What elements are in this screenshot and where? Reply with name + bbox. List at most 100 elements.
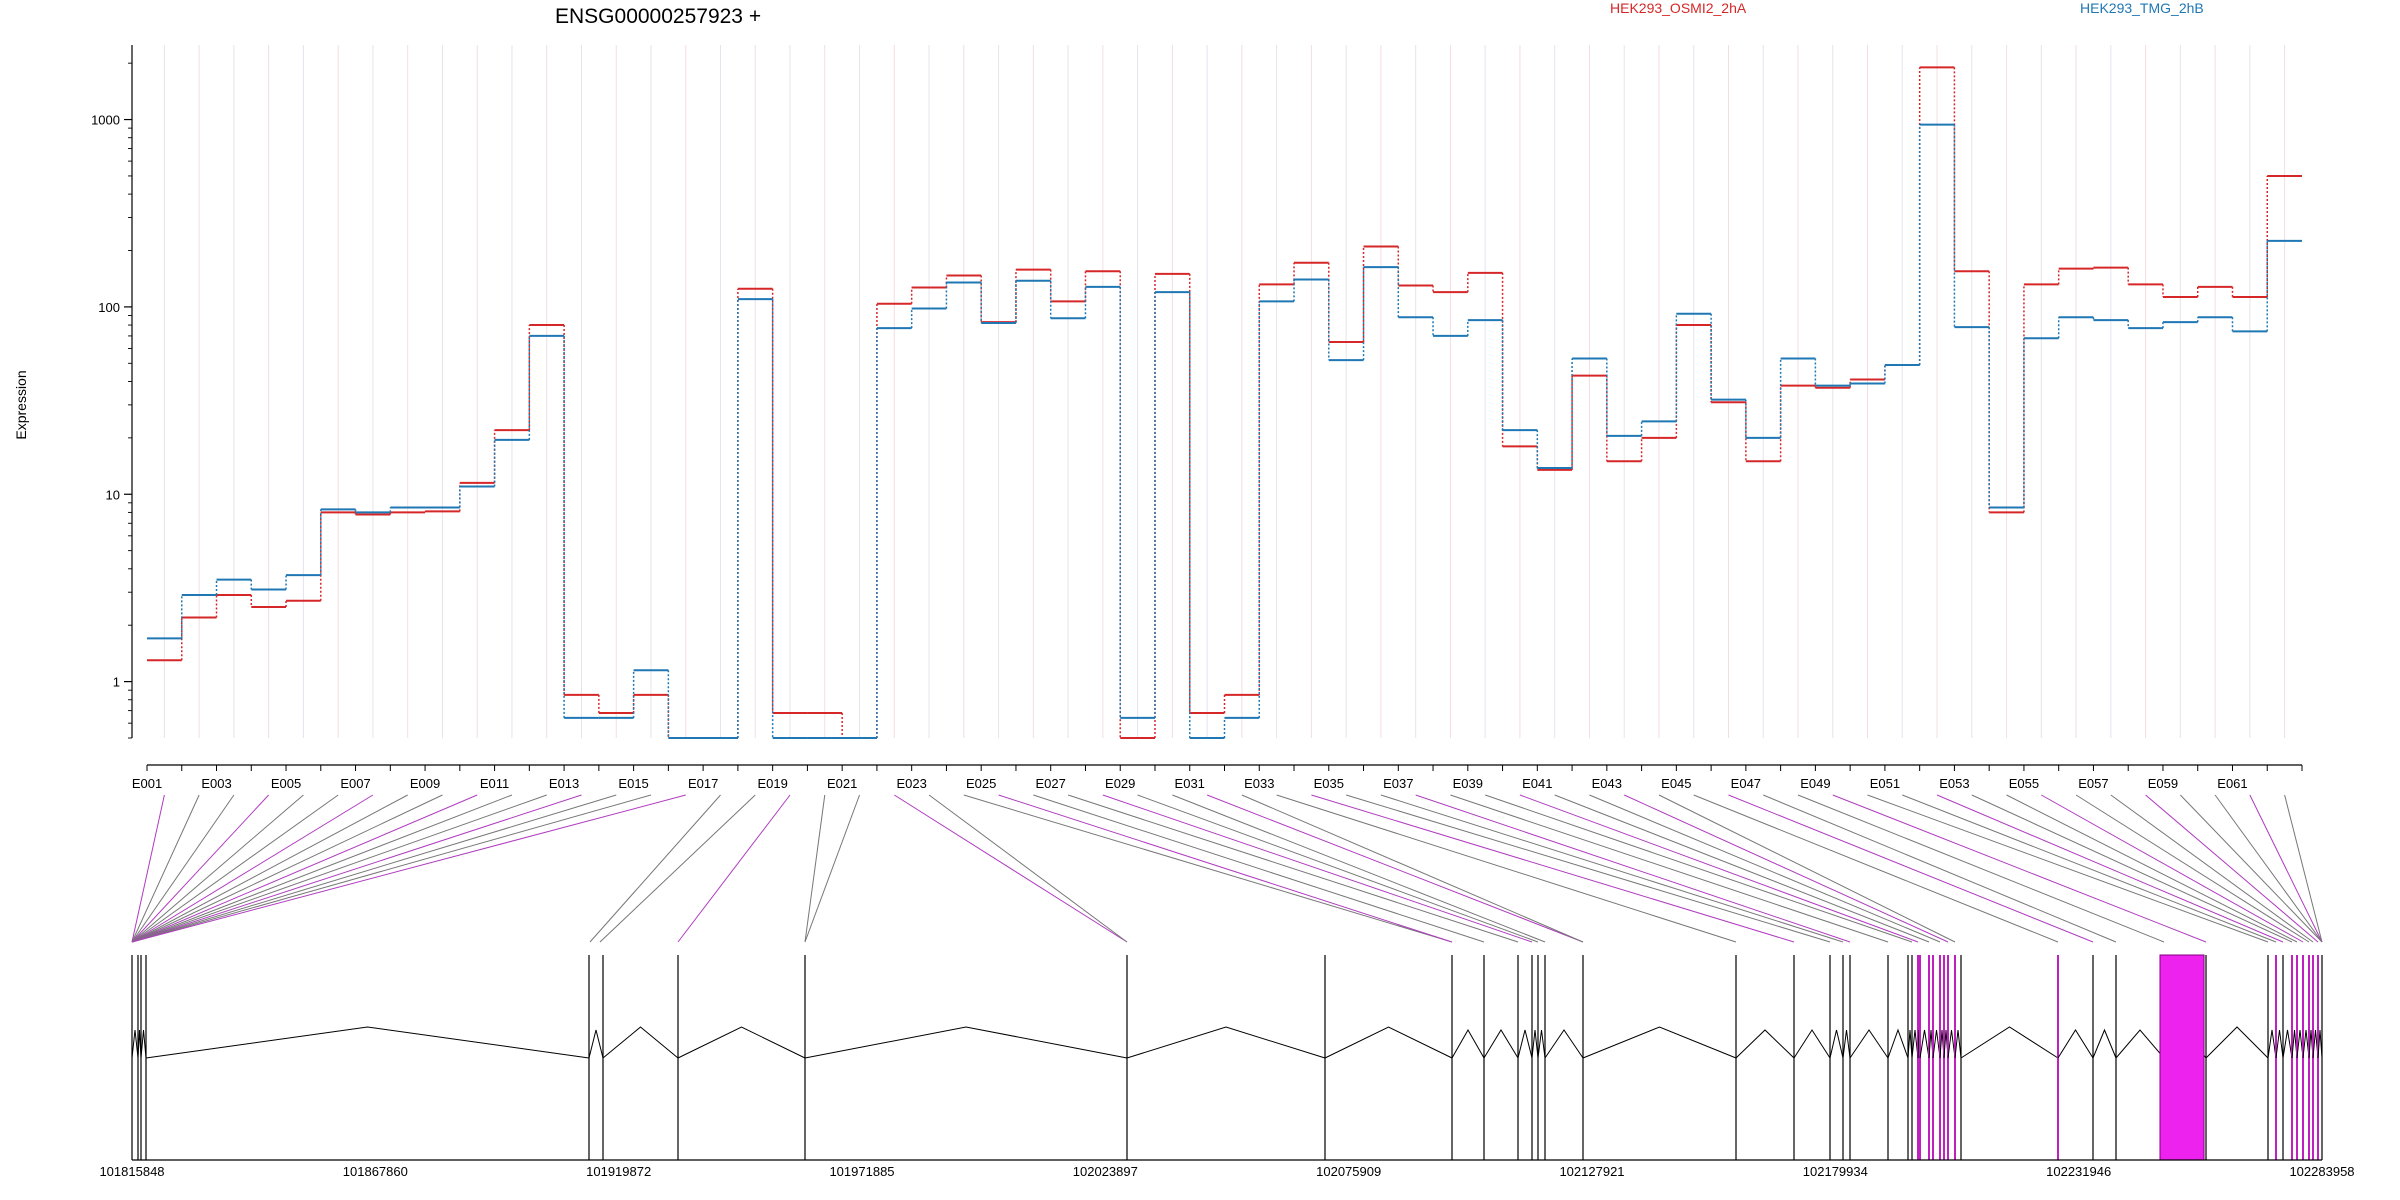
exon-connectors bbox=[131, 794, 2323, 943]
x-tick-label: E039 bbox=[1453, 776, 1483, 791]
exon-connector bbox=[2041, 794, 2304, 943]
intron-line bbox=[1531, 1029, 1539, 1059]
exon-connector bbox=[131, 794, 235, 943]
exon-connector bbox=[1137, 794, 1539, 943]
exon-connector bbox=[1311, 794, 1795, 943]
x-tick-label: E009 bbox=[410, 776, 440, 791]
exon-connector bbox=[131, 794, 617, 943]
x-tick-label: E029 bbox=[1105, 776, 1135, 791]
exon-connector bbox=[1241, 794, 1584, 943]
intron-line bbox=[1947, 1029, 1956, 1059]
intron-line bbox=[1954, 1029, 1962, 1059]
intron-line bbox=[1829, 1029, 1844, 1059]
x-tick-label: E007 bbox=[340, 776, 370, 791]
intron-line bbox=[1537, 1029, 1546, 1059]
intron-line bbox=[1582, 1026, 1737, 1059]
exon-connector bbox=[963, 794, 1453, 943]
y-axis-title: Expression bbox=[13, 370, 29, 439]
intron-line bbox=[2057, 1029, 2094, 1059]
x-tick-label: E005 bbox=[271, 776, 301, 791]
intron-line bbox=[1932, 1029, 1941, 1059]
exon-connector bbox=[1902, 794, 2277, 943]
x-tick-label: E035 bbox=[1314, 776, 1344, 791]
legend-series-1: HEK293_OSMI2_2hA bbox=[1610, 0, 1747, 16]
exon-connector bbox=[131, 794, 304, 943]
y-tick-label: 10 bbox=[106, 487, 120, 502]
x-tick-label: E045 bbox=[1661, 776, 1691, 791]
exon-connector bbox=[589, 794, 721, 943]
x-tick-label: E001 bbox=[132, 776, 162, 791]
exon-connector bbox=[1658, 794, 1956, 943]
intron-line bbox=[1126, 1026, 1326, 1059]
intron-line bbox=[1849, 1029, 1889, 1059]
x-tick-label: E047 bbox=[1731, 776, 1761, 791]
exon-connector bbox=[894, 794, 1128, 943]
coord-label: 101971885 bbox=[829, 1164, 894, 1179]
x-tick-label: E015 bbox=[618, 776, 648, 791]
intron-line bbox=[1907, 1029, 1913, 1059]
y-tick-label: 1 bbox=[113, 675, 120, 690]
intron-line bbox=[1960, 1026, 2059, 1059]
exon-connector bbox=[1033, 794, 1485, 943]
exon-connector bbox=[131, 794, 652, 943]
exon-connector bbox=[804, 794, 826, 943]
x-tick-label: E059 bbox=[2148, 776, 2178, 791]
x-axis: E001 E003 E005 E007 E009 E011 E013 E015 E017 E019… bbox=[132, 764, 2303, 791]
coord-label: 102179934 bbox=[1803, 1164, 1868, 1179]
intron-line bbox=[1324, 1026, 1453, 1059]
x-tick-label: E025 bbox=[966, 776, 996, 791]
coord-label: 102075909 bbox=[1316, 1164, 1381, 1179]
coord-label: 102023897 bbox=[1073, 1164, 1138, 1179]
intron-line bbox=[2267, 1029, 2277, 1059]
intron-line bbox=[588, 1029, 604, 1059]
coord-label: 102127921 bbox=[1559, 1164, 1624, 1179]
x-tick-label: E057 bbox=[2078, 776, 2108, 791]
exon-connector bbox=[131, 794, 374, 943]
vertical-grid bbox=[163, 45, 2286, 738]
exon-connector bbox=[131, 794, 339, 943]
exon-connector bbox=[1624, 794, 1949, 943]
exon-connector bbox=[131, 794, 200, 943]
intron-line bbox=[2282, 1029, 2293, 1059]
exon-connector bbox=[1172, 794, 1546, 943]
coord-label: 101867860 bbox=[343, 1164, 408, 1179]
exon-connector bbox=[2179, 794, 2323, 943]
x-tick-label: E031 bbox=[1175, 776, 1205, 791]
x-tick-label: E055 bbox=[2009, 776, 2039, 791]
intron-line bbox=[1842, 1029, 1851, 1059]
x-tick-label: E053 bbox=[1939, 776, 1969, 791]
exon-connector bbox=[131, 794, 165, 943]
exon-connector bbox=[1102, 794, 1533, 943]
x-tick-label: E013 bbox=[549, 776, 579, 791]
exon-connector bbox=[2110, 794, 2314, 943]
exon-connector bbox=[131, 794, 443, 943]
exon-connector bbox=[1380, 794, 1844, 943]
exon-connector bbox=[1067, 794, 1519, 943]
exon-connector bbox=[1832, 794, 2207, 943]
intron-line bbox=[1544, 1029, 1584, 1059]
chart-title: ENSG00000257923 + bbox=[555, 5, 761, 28]
series-1 bbox=[147, 66, 2302, 739]
x-tick-label: E037 bbox=[1383, 776, 1413, 791]
exon-connector bbox=[1450, 794, 1889, 943]
exon-connector bbox=[1519, 794, 1919, 943]
coord-label: 102283958 bbox=[2289, 1164, 2354, 1179]
intron-line bbox=[677, 1026, 806, 1059]
intron-line bbox=[1919, 1029, 1930, 1059]
intron-line bbox=[2092, 1028, 2117, 1059]
x-tick-label: E061 bbox=[2217, 776, 2247, 791]
exon-connector bbox=[804, 794, 861, 943]
intron-line bbox=[1483, 1029, 1519, 1059]
exon-connector bbox=[1346, 794, 1831, 943]
exon-connector bbox=[131, 794, 582, 943]
exon-connector bbox=[1415, 794, 1851, 943]
x-tick-label: E003 bbox=[201, 776, 231, 791]
exon-connector bbox=[1936, 794, 2284, 943]
exon-connector bbox=[677, 794, 791, 943]
intron-line bbox=[2275, 1029, 2284, 1059]
exon-connector bbox=[2006, 794, 2298, 943]
intron-line bbox=[131, 1029, 139, 1059]
intron-line bbox=[804, 1026, 1128, 1059]
y-tick-label: 100 bbox=[98, 300, 120, 315]
